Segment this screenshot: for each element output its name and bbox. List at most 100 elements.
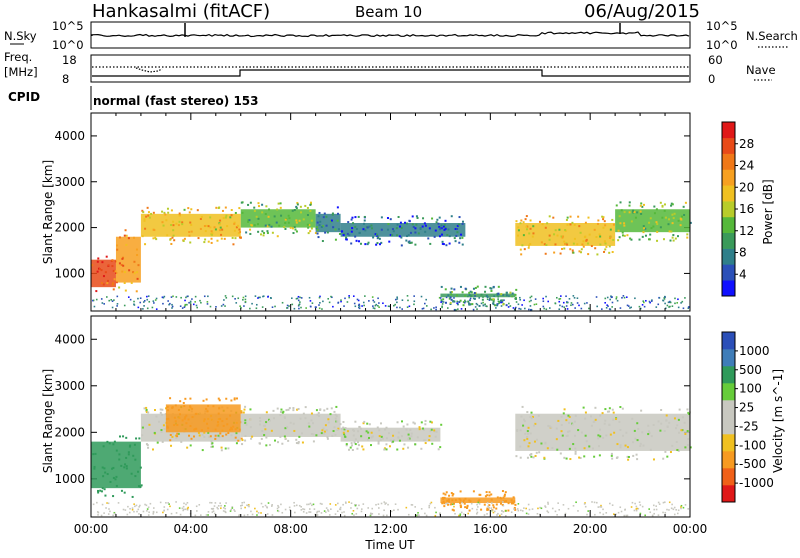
data-speckle bbox=[314, 231, 317, 234]
data-speckle bbox=[481, 298, 484, 301]
data-speckle bbox=[111, 265, 114, 268]
data-speckle bbox=[229, 216, 232, 219]
data-speckle bbox=[239, 231, 242, 234]
data-speckle bbox=[142, 308, 144, 310]
data-speckle bbox=[554, 510, 557, 513]
colorbar-tick-label: 1000 bbox=[739, 344, 770, 358]
data-speckle bbox=[619, 307, 622, 309]
data-speckle bbox=[357, 444, 360, 447]
data-speckle bbox=[302, 511, 305, 513]
data-speckle bbox=[230, 214, 233, 217]
data-speckle bbox=[112, 443, 115, 446]
data-speckle bbox=[114, 512, 116, 515]
data-speckle bbox=[448, 235, 451, 238]
data-speckle bbox=[143, 218, 146, 221]
data-speckle bbox=[265, 436, 268, 439]
data-speckle bbox=[139, 466, 142, 469]
data-speckle bbox=[509, 305, 512, 307]
data-speckle bbox=[152, 211, 155, 214]
data-speckle bbox=[440, 233, 443, 236]
data-speckle bbox=[668, 509, 670, 511]
freq-unit-label: [MHz] bbox=[4, 65, 38, 79]
data-speckle bbox=[502, 501, 504, 503]
data-speckle bbox=[277, 441, 280, 444]
data-speckle bbox=[145, 215, 148, 218]
data-speckle bbox=[596, 253, 599, 256]
data-speckle bbox=[478, 304, 481, 307]
data-speckle bbox=[288, 217, 291, 220]
data-speckle bbox=[409, 242, 412, 245]
data-speckle bbox=[165, 219, 168, 222]
data-speckle bbox=[548, 307, 551, 309]
data-speckle bbox=[365, 430, 368, 433]
data-speckle bbox=[222, 510, 225, 512]
data-speckle bbox=[559, 304, 561, 307]
data-speckle bbox=[496, 496, 499, 499]
data-speckle bbox=[234, 211, 237, 214]
data-speckle bbox=[677, 431, 680, 434]
data-speckle bbox=[680, 429, 683, 432]
data-speckle bbox=[566, 223, 569, 226]
data-speckle bbox=[323, 432, 326, 435]
data-speckle bbox=[188, 234, 191, 237]
data-speckle bbox=[190, 223, 193, 226]
data-speckle bbox=[301, 441, 304, 444]
data-speckle bbox=[324, 231, 327, 234]
data-region bbox=[115, 236, 141, 283]
data-speckle bbox=[342, 420, 345, 423]
data-speckle bbox=[143, 407, 146, 410]
data-speckle bbox=[537, 414, 540, 417]
data-speckle bbox=[593, 420, 596, 423]
data-speckle bbox=[281, 301, 284, 304]
data-speckle bbox=[489, 298, 492, 301]
data-speckle bbox=[517, 234, 520, 237]
data-speckle bbox=[295, 221, 298, 224]
data-speckle bbox=[185, 296, 187, 299]
data-speckle bbox=[256, 223, 259, 226]
data-speckle bbox=[453, 237, 456, 240]
data-speckle bbox=[671, 213, 674, 216]
data-speckle bbox=[635, 508, 638, 510]
data-speckle bbox=[683, 213, 686, 216]
data-speckle bbox=[210, 233, 213, 236]
data-speckle bbox=[612, 411, 615, 414]
data-speckle bbox=[173, 416, 176, 419]
data-speckle bbox=[106, 473, 109, 476]
data-speckle bbox=[577, 429, 580, 432]
data-speckle bbox=[448, 494, 451, 497]
data-speckle bbox=[209, 305, 212, 308]
data-speckle bbox=[623, 224, 626, 227]
data-speckle bbox=[517, 303, 520, 306]
data-speckle bbox=[555, 427, 558, 430]
data-speckle bbox=[525, 507, 527, 510]
data-speckle bbox=[438, 216, 441, 219]
colorbar-segment bbox=[722, 349, 735, 367]
data-speckle bbox=[364, 295, 366, 297]
data-speckle bbox=[396, 298, 399, 300]
data-speckle bbox=[625, 431, 628, 434]
data-speckle bbox=[636, 458, 639, 461]
data-speckle bbox=[650, 300, 653, 302]
data-speckle bbox=[120, 489, 123, 492]
data-speckle bbox=[286, 426, 289, 429]
data-speckle bbox=[556, 448, 559, 451]
data-speckle bbox=[497, 285, 500, 288]
data-speckle bbox=[359, 242, 362, 245]
data-speckle bbox=[125, 467, 128, 470]
data-speckle bbox=[330, 219, 333, 222]
data-speckle bbox=[623, 211, 626, 214]
noise-panel: N.Sky 10^5 10^0 10^5 10^0 N.Search bbox=[4, 19, 798, 52]
data-speckle bbox=[452, 509, 455, 512]
data-speckle bbox=[466, 506, 469, 509]
data-speckle bbox=[347, 221, 350, 224]
data-speckle bbox=[602, 226, 605, 229]
data-speckle bbox=[482, 301, 484, 304]
data-speckle bbox=[428, 439, 431, 442]
data-speckle bbox=[459, 506, 462, 509]
data-speckle bbox=[307, 232, 310, 235]
data-speckle bbox=[459, 285, 462, 288]
data-speckle bbox=[540, 241, 543, 244]
data-speckle bbox=[613, 513, 615, 515]
data-speckle bbox=[162, 224, 165, 227]
data-speckle bbox=[515, 220, 518, 223]
